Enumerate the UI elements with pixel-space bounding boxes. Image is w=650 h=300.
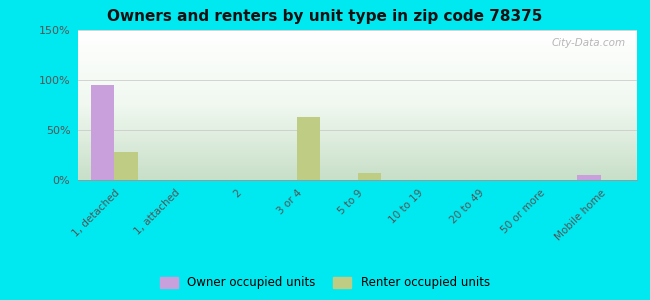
Bar: [297, 117, 320, 180]
Text: Owners and renters by unit type in zip code 78375: Owners and renters by unit type in zip c…: [107, 9, 543, 24]
Bar: [92, 85, 114, 180]
Text: City-Data.com: City-Data.com: [552, 38, 626, 47]
Bar: [114, 152, 138, 180]
Legend: Owner occupied units, Renter occupied units: Owner occupied units, Renter occupied un…: [155, 272, 495, 294]
Bar: [358, 173, 381, 180]
Bar: [577, 175, 601, 180]
